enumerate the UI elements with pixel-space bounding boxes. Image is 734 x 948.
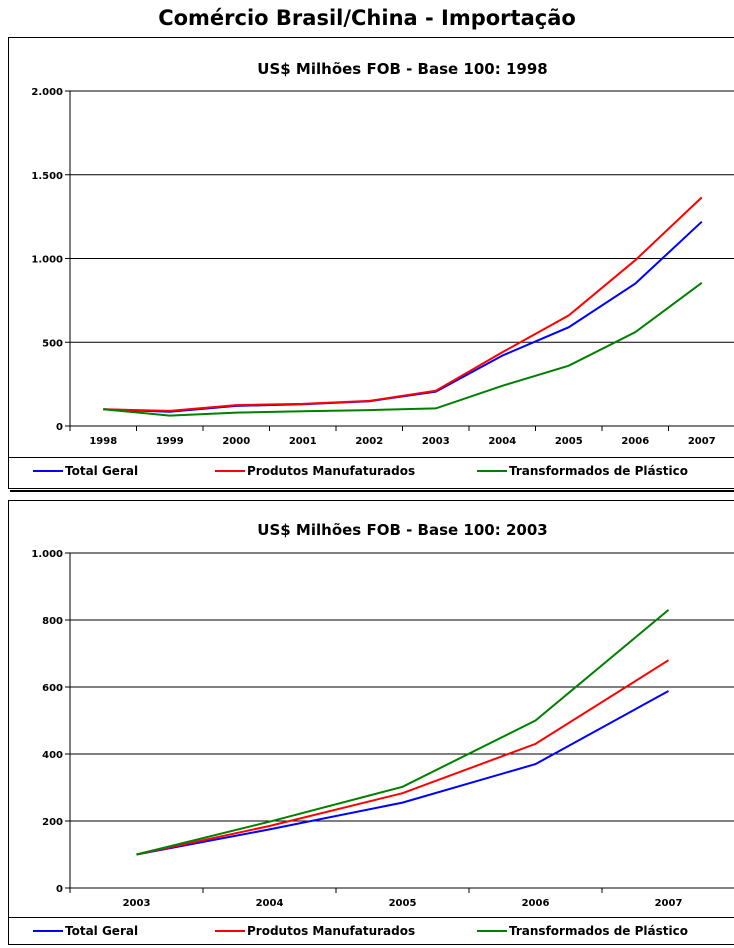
x-tick-label: 2000 <box>222 436 250 447</box>
x-tick-label: 2003 <box>123 898 151 909</box>
x-tick-label: 2007 <box>655 898 683 909</box>
legend-label: Transformados de Plástico <box>509 924 688 938</box>
legend-item-total-geral: Total Geral <box>33 924 138 938</box>
y-tick-label: 500 <box>42 338 63 349</box>
x-tick-label: 2002 <box>355 436 383 447</box>
chart-panel-1998: US$ Milhões FOB - Base 100: 1998 0 500 1.00… <box>8 37 734 489</box>
legend-swatch-red <box>215 470 245 472</box>
legend-item-transformados-de-plastico: Transformados de Plástico <box>477 464 688 478</box>
x-tick-label: 2006 <box>621 436 649 447</box>
y-tick-label: 1.000 <box>31 549 63 560</box>
chart-2003-legend: Total Geral Produtos Manufaturados Trans… <box>9 917 734 945</box>
y-tick-label: 1.500 <box>31 171 63 182</box>
chart-1998-plot: US$ Milhões FOB - Base 100: 1998 0 500 1.00… <box>31 60 734 447</box>
legend-label: Produtos Manufaturados <box>247 924 416 938</box>
chart-2003-plot: US$ Milhões FOB - Base 100: 2003 0 200 400 6… <box>31 521 734 909</box>
legend-swatch-blue <box>33 470 63 472</box>
x-tick-label: 2004 <box>488 436 516 447</box>
x-tick-label: 2006 <box>522 898 550 909</box>
x-tick-label: 2004 <box>256 898 284 909</box>
series-line-total-geral <box>103 220 703 413</box>
x-tick-label: 2003 <box>422 436 450 447</box>
legend-item-produtos-manufaturados: Produtos Manufaturados <box>215 924 415 938</box>
legend-item-produtos-manufaturados: Produtos Manufaturados <box>215 464 415 478</box>
x-tick-label: 2005 <box>555 436 583 447</box>
x-tick-label: 2007 <box>688 436 716 447</box>
legend-item-transformados-de-plastico: Transformados de Plástico <box>477 924 688 938</box>
chart-1998-legend: Total Geral Produtos Manufaturados Trans… <box>9 457 734 485</box>
legend-label: Total Geral <box>65 924 139 938</box>
legend-swatch-blue <box>33 930 63 932</box>
chart-title: US$ Milhões FOB - Base 100: 2003 <box>257 521 547 539</box>
y-tick-label: 0 <box>56 422 63 433</box>
series-line-produtos-manufaturados <box>103 196 703 412</box>
page-title: Comércio Brasil/China - Importação <box>158 6 576 30</box>
series-line-produtos-manufaturados <box>136 659 670 856</box>
y-tick-label: 2.000 <box>31 87 63 98</box>
y-tick-label: 400 <box>42 750 63 761</box>
legend-swatch-green <box>477 470 507 472</box>
legend-swatch-green <box>477 930 507 932</box>
series-line-transformados-de-pl-stico <box>103 281 703 417</box>
x-tick-label: 1998 <box>89 436 117 447</box>
series-line-total-geral <box>136 690 669 856</box>
y-tick-label: 800 <box>42 616 63 627</box>
y-tick-label: 200 <box>42 817 63 828</box>
panel-divider <box>10 490 734 492</box>
x-tick-label: 2005 <box>389 898 417 909</box>
series-line-transformados-de-pl-stico <box>136 609 670 856</box>
y-tick-label: 0 <box>56 884 63 895</box>
legend-label: Produtos Manufaturados <box>247 464 416 478</box>
y-tick-label: 1.000 <box>31 255 63 266</box>
legend-label: Transformados de Plástico <box>509 464 688 478</box>
chart-panel-2003: US$ Milhões FOB - Base 100: 2003 0 200 400 6… <box>8 500 734 945</box>
legend-label: Total Geral <box>65 464 139 478</box>
x-tick-label: 2001 <box>289 436 317 447</box>
legend-swatch-red <box>215 930 245 932</box>
chart-title: US$ Milhões FOB - Base 100: 1998 <box>257 60 547 78</box>
legend-item-total-geral: Total Geral <box>33 464 138 478</box>
x-tick-label: 1999 <box>156 436 184 447</box>
y-tick-label: 600 <box>42 683 63 694</box>
